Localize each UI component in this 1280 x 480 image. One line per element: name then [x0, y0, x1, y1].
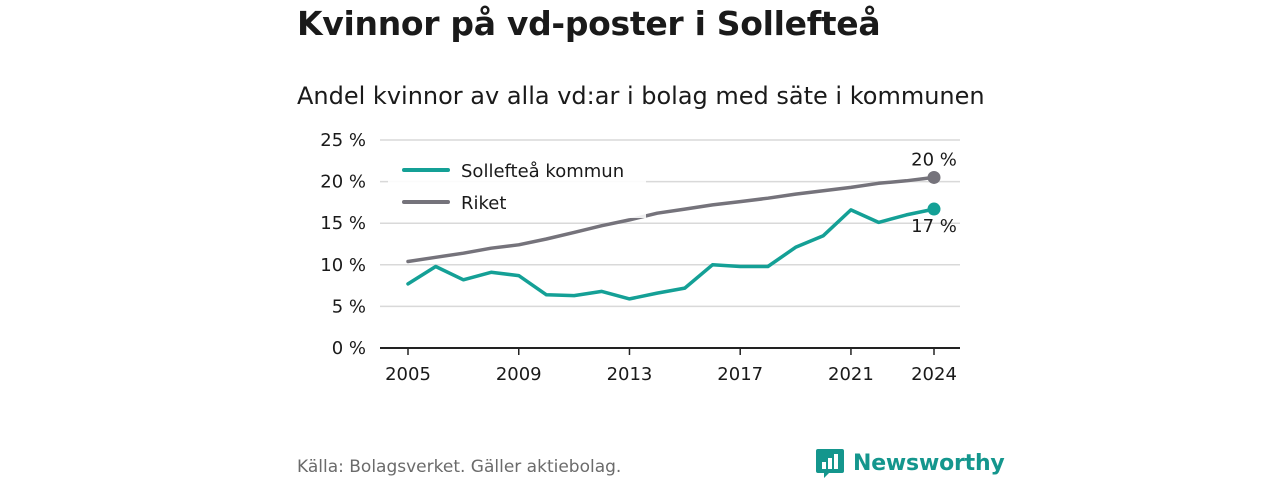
- brand-logo[interactable]: Newsworthy: [815, 446, 1005, 480]
- series-line-riket: [406, 175, 936, 264]
- x-tick-label: 2017: [717, 364, 763, 385]
- series-line-kommun: [406, 207, 936, 301]
- chart-subtitle: Andel kvinnor av alla vd:ar i bolag med …: [297, 82, 985, 110]
- legend-label: Sollefteå kommun: [461, 161, 624, 182]
- series-layer: [406, 170, 941, 301]
- end-point-kommun: [927, 202, 941, 216]
- y-tick-label: 10 %: [320, 255, 366, 276]
- legend-background: [388, 154, 646, 218]
- y-tick-label: 20 %: [320, 172, 366, 193]
- legend-label: Riket: [461, 193, 506, 214]
- y-tick-label: 15 %: [320, 213, 366, 234]
- end-label-layer: 20 % 17 %: [911, 149, 957, 237]
- x-tick-label: 2013: [607, 364, 653, 385]
- end-label-kommun: 17 %: [911, 216, 957, 237]
- x-tick-label: 2009: [496, 364, 542, 385]
- y-tick-label: 0 %: [332, 338, 366, 359]
- brand-name: Newsworthy: [853, 450, 1005, 476]
- end-label-riket: 20 %: [911, 149, 957, 170]
- y-tick-label: 5 %: [332, 296, 366, 317]
- end-point-riket: [927, 170, 941, 184]
- chart-title: Kvinnor på vd-poster i Sollefteå: [297, 4, 881, 43]
- x-tick-label: 2021: [828, 364, 874, 385]
- x-tick-label: 2005: [385, 364, 431, 385]
- axis-layer: 0 % 5 % 10 % 15 % 20 % 25 % 2005 2009 2013 2017 20…: [320, 130, 960, 385]
- legend: Sollefteå kommun Riket: [388, 154, 646, 218]
- source-note: Källa: Bolagsverket. Gäller aktiebolag.: [297, 457, 622, 477]
- y-tick-label: 25 %: [320, 130, 366, 151]
- newsworthy-logo-icon: [816, 449, 844, 478]
- x-tick-label: 2024: [911, 364, 957, 385]
- line-chart: 0 % 5 % 10 % 15 % 20 % 25 % 2005 2009 2013 2017 20…: [320, 130, 960, 385]
